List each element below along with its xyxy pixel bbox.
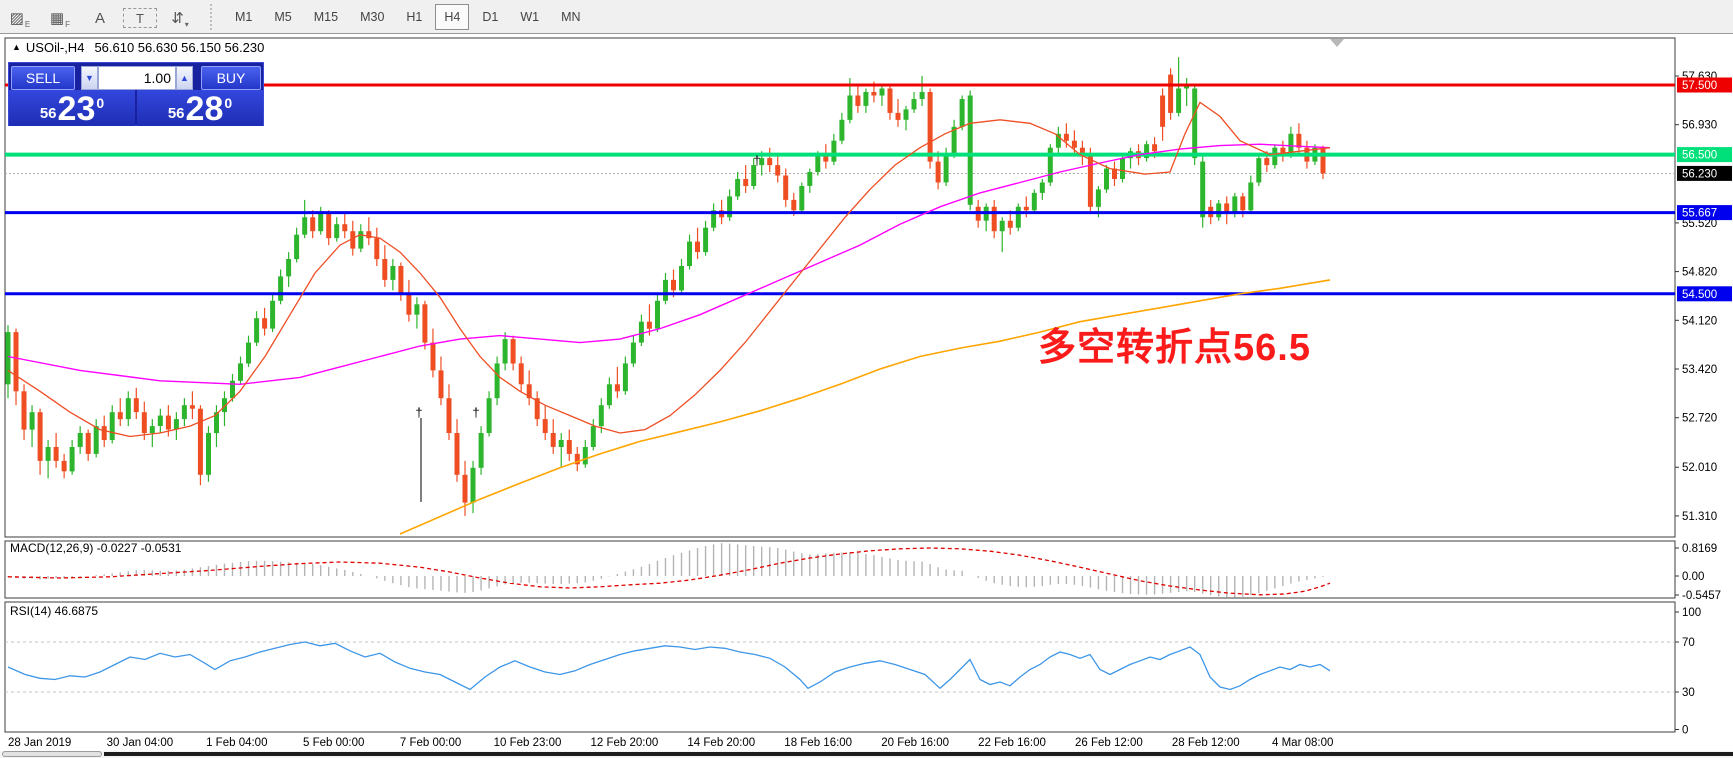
indicators-icon[interactable]: ▨ E [9, 9, 31, 29]
chart-title: ▲ USOil-,H4 56.610 56.630 56.150 56.230 [12, 40, 264, 55]
macd-histogram [7, 543, 1324, 598]
rsi-indicator-label: RSI(14) 46.6875 [10, 604, 99, 618]
time-axis-label: 18 Feb 16:00 [784, 737, 852, 749]
main-chart-pane[interactable] [4, 37, 1676, 538]
time-axis-label: 28 Jan 2019 [8, 737, 71, 749]
dagger-marker-object[interactable]: † [472, 405, 479, 420]
ohlc-values: 56.610 56.630 56.150 56.230 [94, 40, 265, 55]
svg-text:52.010: 52.010 [1682, 462, 1717, 474]
time-axis-label: 7 Feb 00:00 [400, 737, 461, 749]
macd-axis-tick: -0.5457 [1682, 590, 1721, 602]
timeframe-H4[interactable]: H4 [435, 3, 470, 30]
bid-price-tile[interactable]: 56 23 0 [9, 90, 135, 126]
direction-up-icon: ▲ [12, 42, 21, 52]
scrollbar-track [104, 752, 1733, 756]
horizontal-scrollbar[interactable] [0, 751, 1733, 758]
macd-pane[interactable] [4, 540, 1676, 599]
time-axis-label: 26 Feb 12:00 [1075, 737, 1143, 749]
time-axis-label: 10 Feb 23:00 [494, 737, 562, 749]
volume-decrease-button[interactable]: ▼ [81, 65, 98, 90]
rsi-axis-tick: 0 [1682, 725, 1688, 737]
ask-price-prefix: 56 [167, 105, 185, 122]
time-axis-label: 14 Feb 20:00 [687, 737, 755, 749]
ma-mid-line [7, 143, 1331, 386]
timeframe-H1[interactable]: H1 [406, 9, 423, 24]
volume-input[interactable] [98, 65, 176, 90]
chart-canvas[interactable]: † ††57.63056.93055.52054.82054.12053.4205… [0, 36, 1733, 758]
scrollbar-thumb[interactable] [2, 751, 102, 757]
macd-indicator-label: MACD(12,26,9) -0.0227 -0.0531 [10, 541, 182, 555]
chart-shift-marker-icon[interactable] [1330, 39, 1344, 47]
time-axis-label: 20 Feb 16:00 [881, 737, 949, 749]
ma-slow-line [399, 279, 1331, 535]
svg-text:55.667: 55.667 [1682, 208, 1717, 220]
svg-text:52.720: 52.720 [1682, 413, 1717, 425]
macd-axis-tick: 0.8169 [1682, 543, 1717, 555]
ma-fast-line [7, 101, 1331, 438]
bid-price-prefix: 56 [39, 105, 57, 122]
bid-price-point: 0 [96, 95, 105, 111]
timeframe-D1[interactable]: D1 [482, 9, 499, 24]
svg-text:54.120: 54.120 [1682, 315, 1717, 327]
time-axis-label: 12 Feb 20:00 [591, 737, 659, 749]
rsi-pane[interactable] [4, 601, 1676, 733]
time-axis-label: 30 Jan 04:00 [107, 737, 174, 749]
rsi-axis-tick: 30 [1682, 687, 1695, 699]
arrow-tools-icon[interactable]: ⇵ ▾ [171, 9, 189, 29]
svg-text:53.420: 53.420 [1682, 364, 1717, 376]
template-icon[interactable]: ▦ F [49, 9, 71, 29]
timeframe-M30[interactable]: M30 [360, 9, 385, 24]
time-axis-label: 28 Feb 12:00 [1172, 737, 1240, 749]
time-axis[interactable]: 28 Jan 2019 30 Jan 04:00 1 Feb 04:00 5 Feb … [8, 737, 1333, 749]
ask-price-tile[interactable]: 56 28 0 [137, 90, 263, 126]
rsi-axis-tick: 70 [1682, 637, 1695, 649]
dagger-marker-object[interactable]: † [415, 405, 422, 420]
symbol-label: USOil-,H4 [25, 40, 85, 55]
timeframe-group: M1 M5 M15 M30 H1 H4 D1 W1 MN [224, 3, 592, 30]
svg-text:57.500: 57.500 [1682, 80, 1717, 92]
timeframe-W1[interactable]: W1 [520, 9, 540, 24]
timeframe-MN[interactable]: MN [561, 9, 581, 24]
toolbar-separator [210, 3, 218, 30]
time-axis-label: 22 Feb 16:00 [978, 737, 1046, 749]
rsi-line [7, 641, 1331, 691]
ask-price-big: 28 [185, 90, 224, 128]
buy-button[interactable]: BUY [201, 65, 261, 90]
timeframe-M15[interactable]: M15 [313, 9, 339, 24]
rsi-axis-tick: 100 [1682, 607, 1701, 619]
macd-axis-tick: 0.00 [1682, 571, 1704, 583]
svg-text:55.520: 55.520 [1682, 218, 1717, 230]
bid-price-big: 23 [57, 90, 96, 128]
price-axis[interactable]: 57.63056.93055.52054.82054.12053.42052.7… [1675, 71, 1732, 523]
macd-signal-line [7, 547, 1331, 596]
svg-text:51.310: 51.310 [1682, 511, 1717, 523]
timeframe-M1[interactable]: M1 [235, 9, 253, 24]
dagger-marker-object[interactable]: † [753, 153, 760, 168]
svg-text:56.500: 56.500 [1682, 150, 1717, 162]
tool-icons-group: ▨ E ▦ F A T ⇵ ▾ [0, 3, 200, 31]
ask-price-point: 0 [224, 95, 233, 111]
volume-increase-button[interactable]: ▲ [176, 65, 193, 90]
time-axis-label: 5 Feb 00:00 [303, 737, 364, 749]
one-click-trade-panel: SELL ▼ ▲ BUY 56 23 0 56 28 0 [8, 62, 264, 126]
svg-text:56.930: 56.930 [1682, 120, 1717, 132]
svg-text:56.230: 56.230 [1682, 168, 1717, 180]
timeframe-M5[interactable]: M5 [274, 9, 292, 24]
top-toolbar: ▨ E ▦ F A T ⇵ ▾ M1 M5 M15 M30 H1 H4 D1 W1 MN [0, 0, 1733, 34]
time-axis-label: 1 Feb 04:00 [206, 737, 267, 749]
svg-text:54.500: 54.500 [1682, 289, 1717, 301]
sell-button[interactable]: SELL [11, 65, 75, 90]
text-label-icon[interactable]: A [94, 9, 105, 27]
chart-text-annotation: 多空转折点56.5 [1038, 327, 1311, 369]
svg-text:54.820: 54.820 [1682, 267, 1717, 279]
text-box-icon[interactable]: T [123, 7, 157, 28]
time-axis-label: 4 Mar 08:00 [1272, 737, 1333, 749]
